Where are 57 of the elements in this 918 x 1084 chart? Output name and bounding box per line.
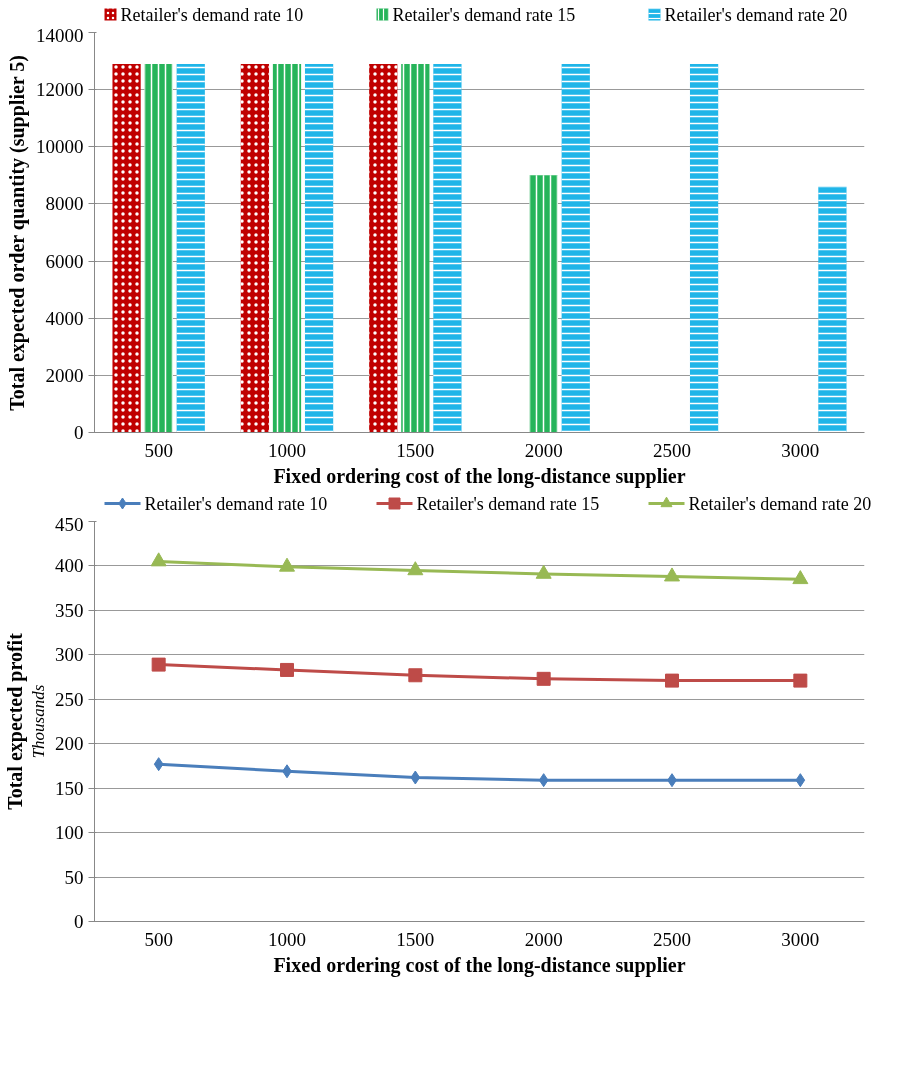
- legend-label: Retailer's demand rate 10: [144, 493, 328, 514]
- x-tick-label: 2500: [653, 439, 691, 461]
- legend-label: Retailer's demand rate 15: [392, 4, 576, 25]
- point: [538, 773, 549, 788]
- y-tick-label: 14000: [36, 24, 84, 46]
- y-tick-label: 4000: [45, 307, 84, 329]
- y-tick-label: 250: [55, 688, 84, 710]
- point: [408, 668, 423, 683]
- y-tick-label: 200: [55, 733, 84, 755]
- y-tick-label: 450: [55, 513, 84, 535]
- x-tick-label: 1500: [396, 928, 435, 950]
- point: [151, 657, 166, 672]
- point: [792, 570, 809, 585]
- y-tick-label: 12000: [36, 79, 84, 101]
- point: [279, 557, 295, 572]
- point: [536, 671, 551, 686]
- point: [150, 552, 167, 567]
- text: Thousands: [29, 684, 48, 759]
- x-tick-label: 1500: [396, 439, 435, 461]
- x-tick-label: 500: [144, 928, 173, 950]
- y-axis-title: Total expected profit: [3, 632, 27, 810]
- legend-label: Retailer's demand rate 10: [120, 4, 304, 25]
- point: [153, 757, 164, 772]
- y-tick-label: 0: [74, 422, 84, 443]
- point: [535, 564, 552, 579]
- y-tick-label: 400: [55, 555, 84, 577]
- x-tick-label: 2000: [524, 439, 563, 461]
- point: [793, 673, 808, 688]
- x-tick-label: 500: [144, 439, 173, 461]
- point: [410, 770, 421, 785]
- legend-label: Retailer's demand rate 20: [664, 4, 848, 25]
- point: [795, 773, 806, 788]
- y-tick-label: 100: [55, 822, 84, 844]
- y-tick-label: 300: [55, 644, 84, 666]
- y-axis-title: Total expected order quantity (supplier 5): [6, 54, 29, 411]
- y-tick-label: 50: [64, 866, 84, 888]
- legend-label: Retailer's demand rate 15: [416, 493, 600, 514]
- y-tick-label: 10000: [36, 136, 84, 158]
- x-tick-label: 3000: [781, 928, 820, 950]
- x-tick-label: 1000: [268, 439, 306, 461]
- y-tick-label: 150: [55, 777, 84, 799]
- x-tick-label: 2500: [653, 928, 691, 950]
- y-tick-label: 350: [55, 599, 84, 621]
- y-tick-label: 6000: [45, 250, 84, 272]
- y-tick-label: 8000: [45, 193, 84, 215]
- point: [665, 673, 679, 688]
- y-tick-label: 2000: [45, 364, 84, 386]
- x-tick-label: 1000: [268, 928, 306, 950]
- point: [280, 662, 294, 677]
- x-axis-title: Fixed ordering cost of the long-distance supplier: [273, 464, 686, 488]
- y-tick-label: 0: [74, 911, 84, 932]
- point: [407, 561, 424, 576]
- x-tick-label: 3000: [781, 439, 820, 461]
- legend-label: Retailer's demand rate 20: [688, 493, 872, 514]
- point: [664, 567, 680, 582]
- x-axis-title: Fixed ordering cost of the long-distance supplier: [273, 953, 686, 977]
- x-tick-label: 2000: [524, 928, 563, 950]
